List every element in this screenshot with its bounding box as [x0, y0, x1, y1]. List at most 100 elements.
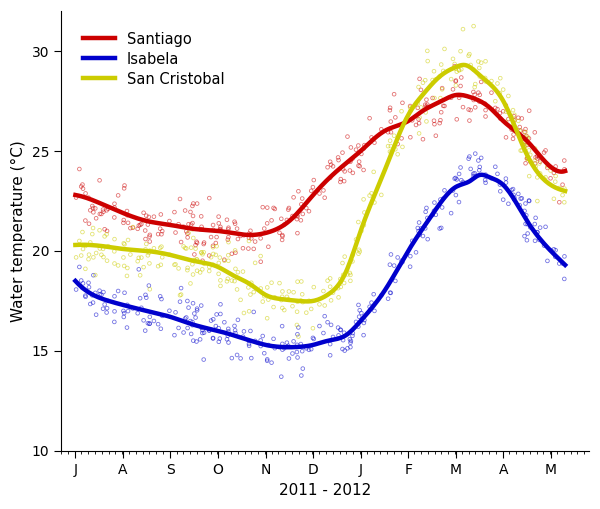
Point [450, 60, 460, 68]
Point [205, 326, 214, 334]
Point [293, 187, 303, 195]
Point [155, 292, 165, 300]
Point [215, 225, 224, 234]
Point [336, 283, 346, 291]
Point [97, 291, 106, 299]
Point [120, 289, 130, 297]
Point [77, 181, 87, 189]
Point [436, 116, 445, 124]
Point [309, 283, 319, 291]
Point [435, 72, 445, 80]
Point [284, 288, 294, 296]
Point [91, 310, 101, 319]
Point [212, 242, 221, 250]
Santiago [562, 168, 569, 174]
Point [546, 174, 556, 182]
Point [278, 231, 287, 239]
Point [182, 230, 192, 238]
Point [293, 277, 302, 286]
Point [223, 275, 233, 283]
Point [356, 309, 366, 317]
Point [501, 175, 511, 183]
Point [345, 269, 355, 277]
Point [133, 225, 142, 233]
Point [196, 212, 206, 220]
Santiago [488, 106, 495, 112]
Point [122, 272, 132, 280]
Point [71, 193, 81, 202]
Point [244, 237, 254, 245]
Point [353, 161, 363, 169]
Point [292, 341, 302, 349]
Point [187, 244, 196, 252]
Point [247, 278, 256, 287]
Point [325, 282, 335, 291]
Point [85, 300, 95, 308]
Point [102, 257, 112, 265]
Point [208, 221, 218, 229]
Point [145, 233, 154, 241]
Point [457, 176, 466, 184]
Point [98, 288, 108, 296]
Point [259, 349, 269, 357]
Point [277, 236, 287, 244]
Point [179, 222, 188, 231]
Point [215, 334, 224, 343]
Point [340, 167, 349, 176]
Point [422, 204, 431, 212]
Point [501, 101, 511, 109]
Point [385, 106, 395, 115]
Point [469, 88, 478, 96]
Point [100, 300, 109, 308]
Point [145, 246, 155, 254]
Point [414, 227, 424, 235]
Point [84, 279, 94, 287]
Point [407, 103, 417, 111]
Point [359, 141, 369, 149]
Point [100, 232, 109, 240]
Point [174, 264, 184, 272]
Point [137, 220, 146, 228]
Point [262, 355, 272, 363]
Point [244, 284, 253, 292]
Point [496, 187, 505, 195]
Point [431, 132, 440, 140]
Point [393, 253, 403, 262]
Point [293, 229, 302, 237]
Point [475, 64, 484, 72]
Point [145, 259, 154, 267]
Point [140, 235, 150, 243]
Point [391, 145, 400, 153]
Point [520, 128, 529, 136]
Point [422, 214, 432, 222]
Isabela [73, 279, 80, 286]
Santiago [365, 140, 372, 147]
Point [188, 336, 198, 345]
Point [501, 118, 511, 126]
Point [103, 242, 113, 250]
Point [293, 353, 302, 361]
Point [440, 102, 449, 110]
Point [397, 134, 406, 143]
Point [328, 162, 338, 171]
Point [551, 162, 560, 171]
Point [174, 220, 184, 228]
Point [533, 152, 542, 160]
Point [164, 250, 174, 259]
Point [184, 220, 193, 229]
Point [122, 211, 132, 219]
Legend: Santiago, Isabela, San Cristobal: Santiago, Isabela, San Cristobal [79, 27, 229, 91]
Point [145, 320, 155, 328]
Point [509, 121, 518, 129]
Point [280, 306, 289, 314]
Point [470, 80, 480, 88]
Point [499, 195, 508, 204]
Point [501, 133, 511, 142]
Point [326, 160, 336, 168]
Point [289, 193, 298, 202]
Point [145, 231, 155, 239]
Point [385, 136, 395, 145]
Point [411, 121, 421, 129]
Point [448, 186, 458, 194]
Point [208, 315, 218, 323]
